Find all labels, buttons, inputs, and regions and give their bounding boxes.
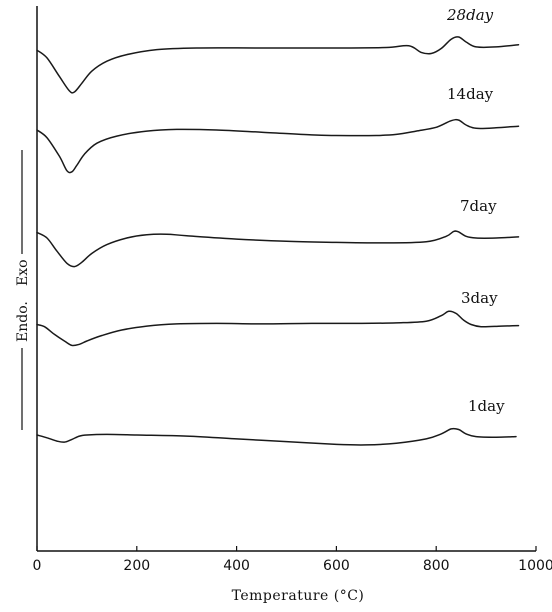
x-tick-label: 400 xyxy=(223,558,250,574)
y-axis-label: Endo. Exo xyxy=(15,150,31,430)
series-line-14day xyxy=(36,118,520,174)
series-label-3day: 3day xyxy=(461,289,498,307)
series-labels: 28day 14day 7day 3day 1day xyxy=(446,6,505,415)
series-line-28day xyxy=(36,36,520,94)
exo-label: Exo xyxy=(15,259,31,286)
x-tick-label: 0 xyxy=(33,558,42,574)
x-tick-label: 800 xyxy=(423,558,450,574)
series-label-28day: 28day xyxy=(446,6,494,24)
series-label-7day: 7day xyxy=(460,197,497,215)
series-curves xyxy=(36,36,520,446)
x-axis-title: Temperature (°C) xyxy=(232,588,365,604)
series-line-1day xyxy=(36,427,517,446)
x-ticks: 0 200 400 600 800 1000 xyxy=(33,546,552,574)
series-line-7day xyxy=(36,230,520,268)
endo-label: Endo. xyxy=(15,301,31,342)
series-label-1day: 1day xyxy=(468,397,505,415)
x-tick-label: 1000 xyxy=(518,558,552,574)
x-tick-label: 600 xyxy=(323,558,350,574)
series-label-14day: 14day xyxy=(447,85,494,103)
x-tick-label: 200 xyxy=(123,558,150,574)
series-line-3day xyxy=(36,310,520,347)
